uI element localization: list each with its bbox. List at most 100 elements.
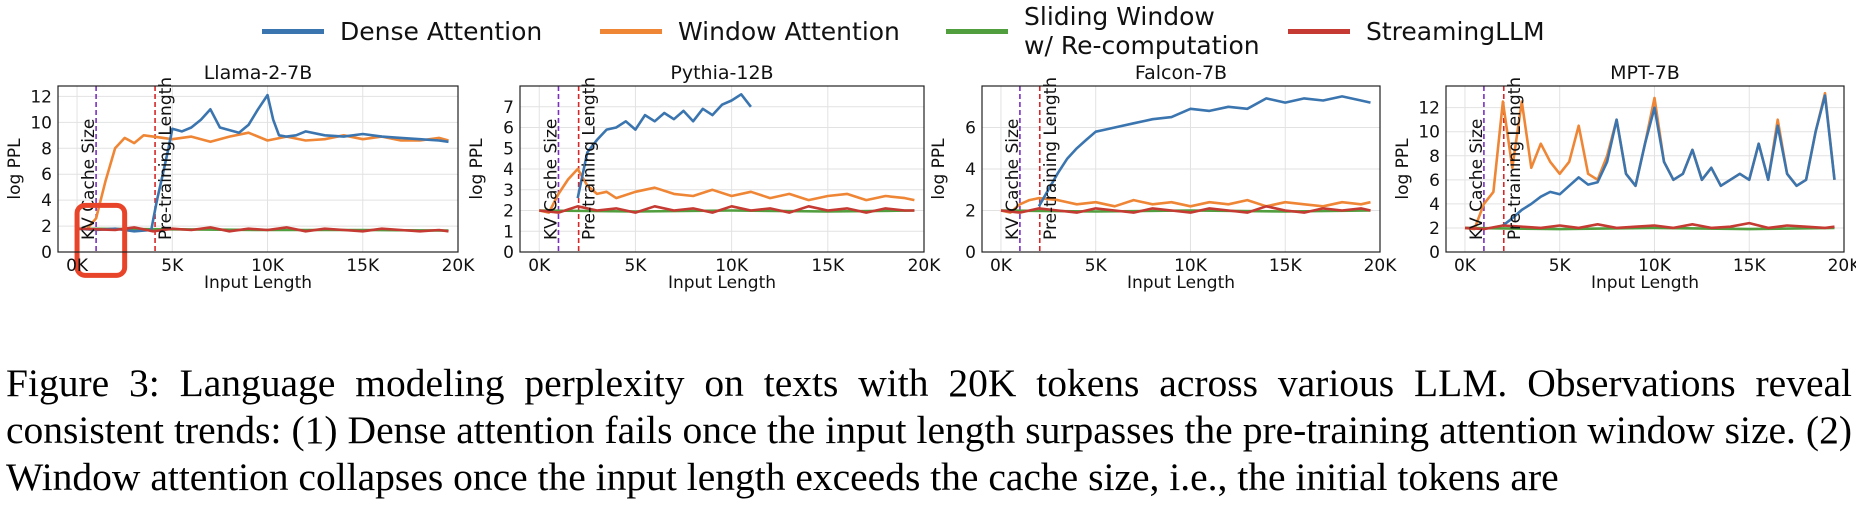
y-tick-label: 3 [503,181,514,201]
series-line [1037,95,1371,207]
panel-title: MPT-7B [1610,62,1680,84]
legend-label: Sliding Window w/ Re-computation [1024,2,1260,60]
y-tick-label: 7 [503,98,514,118]
y-tick-label: 4 [503,160,514,180]
y-tick-label: 1 [503,222,514,242]
y-tick-label: 6 [1429,171,1440,191]
y-tick-label: 10 [30,113,52,133]
y-tick-label: 8 [1429,147,1440,167]
caption-prefix: Figure 3: [6,361,160,405]
x-tick-label: 20K [442,256,476,276]
kv-cache-size-label: KV Cache Size [1467,119,1487,240]
y-axis-label: log PPL [929,138,949,200]
series-line [538,167,915,214]
kv-cache-size-label: KV Cache Size [79,119,99,240]
legend-swatch [262,28,324,34]
y-tick-label: 0 [503,243,514,263]
chart-svg: KV Cache Size Pre-training Length Llama-2-… [5,62,1856,293]
legend-item: Window Attention [600,0,900,62]
series-line [1464,226,1835,231]
y-tick-label: 4 [41,191,52,211]
x-tick-label: 10K [715,256,749,276]
series-line [1464,221,1835,231]
y-tick-label: 6 [503,119,514,139]
plot-frame [1445,85,1845,253]
series-line [539,205,915,214]
legend-label: StreamingLLM [1366,16,1545,46]
legend-item: Sliding Window w/ Re-computation [946,0,1260,62]
y-tick-label: 6 [965,119,976,139]
series-line [1000,205,1371,214]
chart-panel: KV Cache Size Pre-training Length Llama-2-… [5,62,475,293]
legend-swatch [946,28,1008,34]
x-tick-label: 0K [1454,256,1477,276]
legend-swatch [1288,28,1350,34]
y-tick-label: 12 [30,87,52,107]
series-line [76,131,449,231]
plot-frame [519,85,925,253]
pretrain-length-label: Pre-training Length [1505,77,1525,240]
pretrain-length-label: Pre-training Length [1041,77,1061,240]
plot-frame [57,85,459,253]
x-tick-label: 20K [1828,256,1856,276]
x-tick-label: 10K [1638,256,1672,276]
y-tick-label: 6 [41,165,52,185]
y-tick-label: 4 [1429,195,1440,215]
chart-panel: KV Cache Size Pre-training Length Pythia-1… [467,62,941,293]
x-tick-label: 0K [990,256,1013,276]
x-tick-label: 15K [1269,256,1303,276]
x-axis-label: Input Length [204,273,312,293]
series-line [576,92,752,199]
x-axis-label: Input Length [1591,273,1699,293]
caption-text: Language modeling perplexity on texts wi… [6,361,1852,499]
series-line [1000,196,1371,214]
x-tick-label: 10K [251,256,285,276]
x-tick-label: 15K [811,256,845,276]
y-axis-label: log PPL [1393,138,1413,200]
x-tick-label: 5K [1549,256,1572,276]
chart-panels: KV Cache Size Pre-training Length Llama-2-… [0,62,1856,348]
y-axis-label: log PPL [467,138,487,200]
x-axis-label: Input Length [1127,273,1235,293]
series-line [76,226,449,233]
y-tick-label: 2 [503,202,514,222]
y-tick-label: 2 [1429,219,1440,239]
panel-title: Falcon-7B [1135,62,1227,84]
y-tick-label: 0 [41,243,52,263]
y-tick-label: 5 [503,139,514,159]
plot-frame [981,85,1381,253]
highlight-box [74,202,128,278]
x-tick-label: 5K [624,256,647,276]
series-line [76,93,449,233]
kv-cache-size-label: KV Cache Size [1003,119,1023,240]
figure-caption: Figure 3: Language modeling perplexity o… [6,360,1852,501]
y-tick-label: 0 [965,243,976,263]
x-tick-label: 20K [1364,256,1398,276]
x-tick-label: 10K [1174,256,1208,276]
x-tick-label: 5K [161,256,184,276]
legend-item: Dense Attention [262,0,542,62]
chart-panel: KV Cache Size Pre-training Length Falcon-7… [929,62,1397,293]
x-tick-label: 15K [346,256,380,276]
pretrain-length-label: Pre-training Length [156,77,176,240]
chart-legend: Dense Attention Window Attention Sliding W… [0,0,1856,62]
legend-item: StreamingLLM [1288,0,1545,62]
x-tick-label: 20K [908,256,942,276]
y-axis-label: log PPL [5,138,25,200]
legend-swatch [600,28,662,34]
x-axis-label: Input Length [668,273,776,293]
y-tick-label: 12 [1418,99,1440,119]
y-tick-label: 2 [41,217,52,237]
legend-label: Window Attention [678,16,900,46]
y-tick-label: 4 [965,160,976,180]
series-line [1502,94,1836,227]
y-tick-label: 10 [1418,123,1440,143]
y-tick-label: 2 [965,202,976,222]
y-tick-label: 0 [1429,243,1440,263]
chart-panel: KV Cache Size Pre-training Length MPT-7B 0K… [1393,62,1856,293]
legend-label: Dense Attention [340,16,543,46]
kv-cache-size-label: KV Cache Size [541,119,561,240]
y-tick-label: 8 [41,139,52,159]
x-tick-label: 0K [528,256,551,276]
x-tick-label: 5K [1085,256,1108,276]
